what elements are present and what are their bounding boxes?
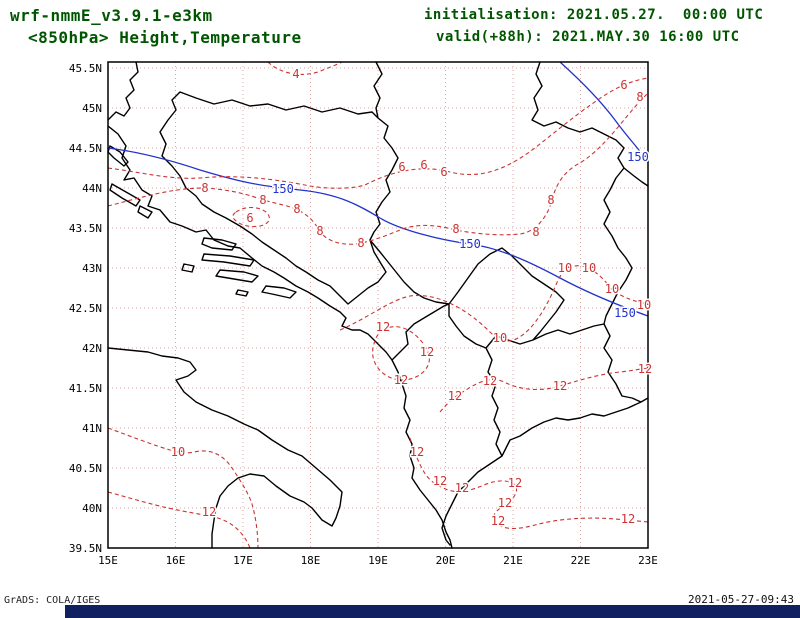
contour-layer xyxy=(107,61,649,549)
temp-contour-label: 8 xyxy=(532,225,539,239)
field-title: <850hPa> Height,Temperature xyxy=(28,28,302,47)
grid-lines xyxy=(107,62,649,549)
y-tick-label: 45N xyxy=(82,102,102,115)
temp-contour-label: 12 xyxy=(508,476,522,490)
height-contour-label: 150 xyxy=(614,306,636,320)
y-tick-label: 39.5N xyxy=(69,542,102,555)
temp-contour-label: 10 xyxy=(493,331,507,345)
temp-contour-label: 12 xyxy=(491,514,505,528)
x-tick-label: 22E xyxy=(571,554,591,567)
temp-contour-label: 12 xyxy=(394,373,408,387)
borders-north-bosnia-serbia xyxy=(159,61,399,305)
y-tick-label: 40.5N xyxy=(69,462,102,475)
coastline-italy xyxy=(107,347,343,549)
temp-contour-label: 12 xyxy=(638,362,652,376)
y-tick-label: 42.5N xyxy=(69,302,102,315)
temp-contour-label: 8 xyxy=(316,224,323,238)
temp-contour-label: 8 xyxy=(452,222,459,236)
y-tick-label: 41N xyxy=(82,422,102,435)
temp-contour-label: 12 xyxy=(433,474,447,488)
height-contour-label: 150 xyxy=(627,150,649,164)
temp-contour-label: 12 xyxy=(420,345,434,359)
temp-contour-label: 8 xyxy=(636,90,643,104)
temp-contour-label: 10 xyxy=(171,445,185,459)
x-tick-label: 23E xyxy=(638,554,658,567)
temp-contour-label: 6 xyxy=(440,165,447,179)
creation-timestamp: 2021-05-27-09:43 xyxy=(688,593,794,606)
grads-credit: GrADS: COLA/IGES xyxy=(4,595,101,606)
temp-contour-label: 6 xyxy=(246,211,253,225)
x-tick-label: 15E xyxy=(98,554,118,567)
height-contour-150-northeast xyxy=(559,61,649,163)
coastline-dalmatia-albania xyxy=(107,125,453,549)
temp-contour-label: 6 xyxy=(620,78,627,92)
temp-contour-label: 12 xyxy=(483,374,497,388)
geography-layer xyxy=(107,61,649,549)
x-tick-label: 20E xyxy=(436,554,456,567)
temp-contour-label: 12 xyxy=(498,496,512,510)
plot-frame xyxy=(107,61,649,549)
temp-contour-12-mid xyxy=(439,367,649,413)
y-tick-label: 45.5N xyxy=(69,62,102,75)
y-tick-label: 43.5N xyxy=(69,222,102,235)
height-contour-label: 150 xyxy=(459,237,481,251)
axis-tick-labels: 15E 16E 17E 18E 19E 20E 21E 22E 23E 45.5N 45N 44.5N… xyxy=(69,62,658,567)
temp-contour-4 xyxy=(267,61,343,75)
y-tick-label: 40N xyxy=(82,502,102,515)
temp-contour-label: 12 xyxy=(202,505,216,519)
height-contour-label: 150 xyxy=(272,182,294,196)
temp-contour-label: 10 xyxy=(582,261,596,275)
temp-contour-label: 8 xyxy=(547,193,554,207)
y-tick-label: 42N xyxy=(82,342,102,355)
y-tick-label: 41.5N xyxy=(69,382,102,395)
border-slovenia-croatia xyxy=(107,61,139,121)
temp-contour-12-loop xyxy=(372,326,430,381)
temp-contour-label: 8 xyxy=(357,236,364,250)
temp-contour-label: 12 xyxy=(376,320,390,334)
valid-time-label: valid(+88h): 2021.MAY.30 16:00 UTC xyxy=(436,29,740,45)
temp-contour-label: 10 xyxy=(605,282,619,296)
temp-contour-label: 8 xyxy=(201,181,208,195)
temp-contour-label: 12 xyxy=(410,445,424,459)
temp-contour-label: 12 xyxy=(553,379,567,393)
temp-contour-label: 10 xyxy=(637,298,651,312)
temp-contour-10-italy xyxy=(107,427,259,549)
bottom-bar xyxy=(65,605,800,618)
temp-contour-label: 8 xyxy=(259,193,266,207)
y-tick-label: 43N xyxy=(82,262,102,275)
temp-contour-label: 4 xyxy=(292,67,299,81)
x-tick-label: 21E xyxy=(503,554,523,567)
temp-contour-label: 12 xyxy=(621,512,635,526)
x-tick-label: 17E xyxy=(233,554,253,567)
adriatic-islands xyxy=(107,145,297,299)
temp-contour-label: 12 xyxy=(455,481,469,495)
height-contour-150-main xyxy=(107,147,649,317)
x-tick-label: 19E xyxy=(368,554,388,567)
init-time-label: initialisation: 2021.05.27. 00:00 UTC xyxy=(424,7,764,23)
y-tick-label: 44N xyxy=(82,182,102,195)
temp-contour-label: 8 xyxy=(293,202,300,216)
temp-contour-label: 10 xyxy=(558,261,572,275)
x-tick-label: 18E xyxy=(301,554,321,567)
x-tick-label: 16E xyxy=(166,554,186,567)
temp-contour-8-main xyxy=(107,92,649,245)
borders-east-serbia-romania-bulgaria xyxy=(531,61,649,325)
temp-contour-6-pocket xyxy=(232,206,270,228)
temp-contour-label: 12 xyxy=(448,389,462,403)
model-title: wrf-nmmE_v3.9.1-e3km xyxy=(10,6,213,25)
temp-contour-label: 6 xyxy=(398,160,405,174)
temp-contour-label: 6 xyxy=(420,158,427,172)
temp-contour-6-main xyxy=(107,77,649,189)
temp-contour-12-italy xyxy=(107,491,251,549)
borders-south-kosovo-macedonia-albania xyxy=(369,239,649,546)
y-tick-label: 44.5N xyxy=(69,142,102,155)
